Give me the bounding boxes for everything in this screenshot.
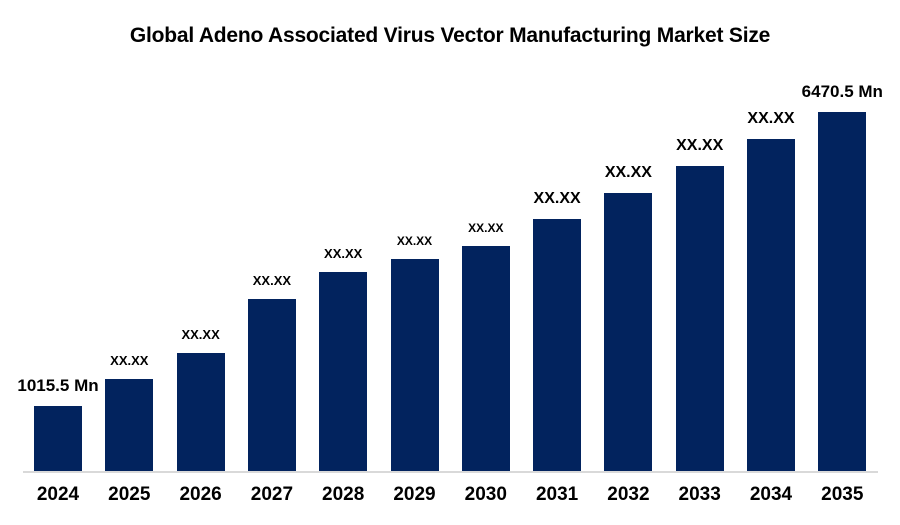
bar-2034 (747, 139, 795, 471)
x-axis-label-2033: 2033 (678, 484, 721, 505)
x-axis-label-2030: 2030 (464, 484, 507, 505)
bar-value-label-2034: XX.XX (747, 110, 795, 127)
bar-2032 (604, 193, 653, 471)
bar-value-label-2032: XX.XX (604, 164, 652, 181)
x-axis-label-2028: 2028 (322, 484, 365, 505)
bar-2026 (176, 353, 225, 471)
x-axis-label-2024: 2024 (36, 484, 80, 505)
bar-value-label-2030: XX.XX (468, 221, 504, 235)
x-axis-label-2034: 2034 (749, 484, 793, 505)
bar-2024 (34, 406, 82, 471)
bar-value-label-2024: 1015.5 Mn (17, 376, 99, 395)
bar-2027 (247, 299, 296, 471)
x-axis-label-2029: 2029 (393, 484, 436, 505)
bar-value-label-2033: XX.XX (676, 137, 724, 154)
bar-value-label-2026: XX.XX (181, 327, 220, 342)
bar-2029 (390, 259, 439, 471)
bar-value-label-2027: XX.XX (252, 273, 292, 288)
bar-2035 (818, 112, 867, 471)
bar-value-label-2035: 6470.5 Mn (801, 82, 883, 101)
x-axis-label-2031: 2031 (535, 484, 579, 505)
bar-value-label-2031: XX.XX (533, 190, 581, 207)
bar-2031 (533, 219, 582, 471)
chart-title: Global Adeno Associated Virus Vector Man… (129, 24, 771, 47)
bar-value-label-2028: XX.XX (324, 246, 363, 261)
bar-2033 (675, 166, 724, 471)
x-axis-label-2032: 2032 (607, 484, 650, 505)
x-axis-label-2026: 2026 (179, 484, 222, 505)
bar-value-label-2025: XX.XX (110, 353, 149, 368)
bar-2025 (105, 379, 154, 471)
plot-area: 1015.5 Mn 2024 XX.XX 2025 XX.XX 2026 XX.XX 2027… (17, 60, 883, 504)
x-axis-label-2027: 2027 (250, 484, 294, 505)
x-axis-label-2025: 2025 (108, 484, 151, 505)
bar-value-label-2029: XX.XX (396, 234, 433, 248)
bar-2028 (319, 272, 368, 471)
bar-2030 (461, 246, 510, 471)
x-axis-label-2035: 2035 (821, 484, 864, 505)
